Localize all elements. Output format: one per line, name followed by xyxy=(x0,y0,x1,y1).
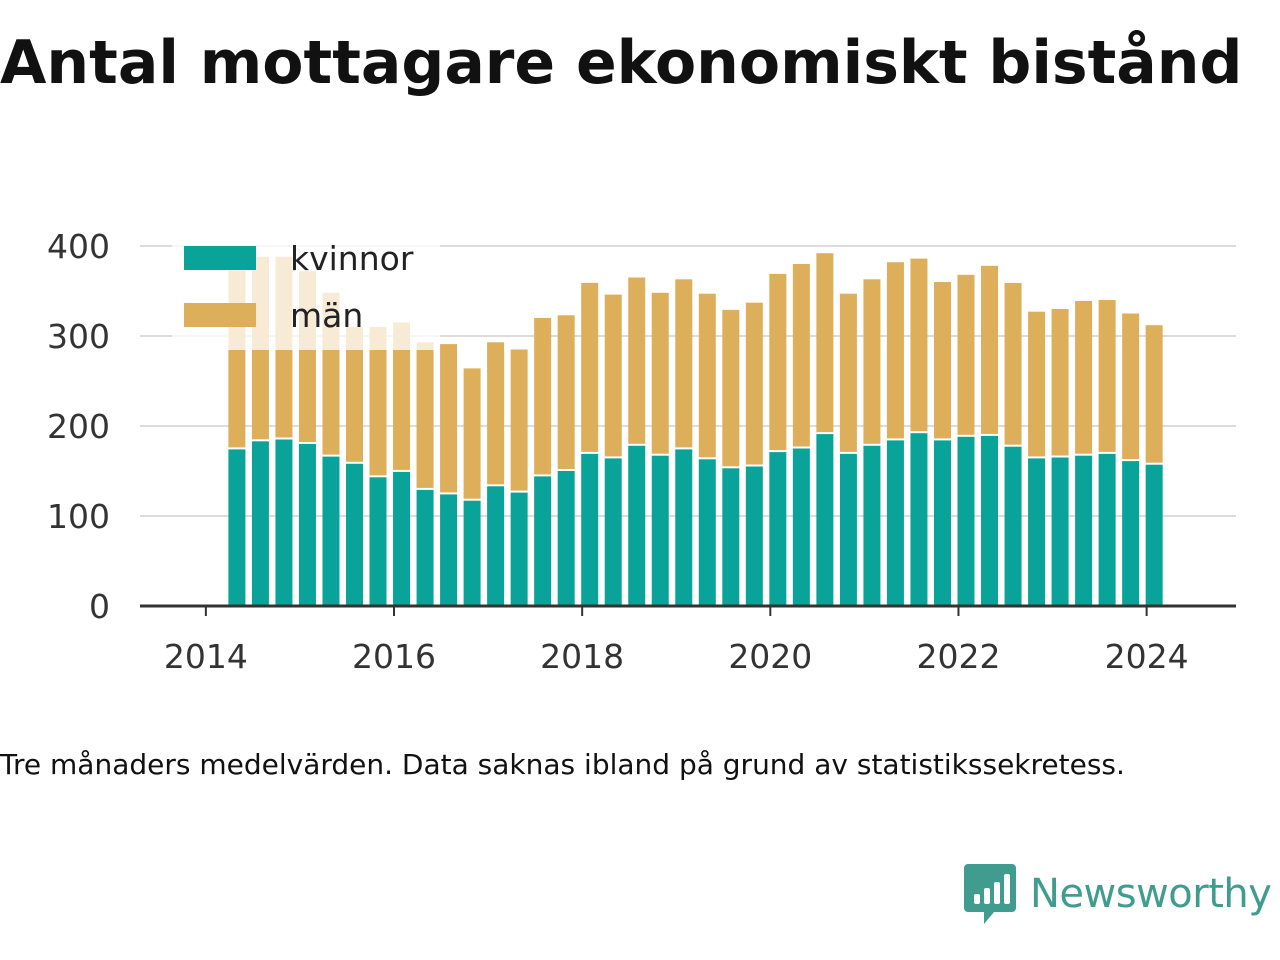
bar-man xyxy=(886,262,904,439)
bar-man xyxy=(1075,300,1093,454)
newsworthy-logo-icon xyxy=(964,864,1016,924)
bar-kvinnor xyxy=(275,439,293,606)
bar-kvinnor xyxy=(604,458,622,606)
bar-man xyxy=(557,315,575,469)
bar-man xyxy=(651,292,669,454)
bar-man xyxy=(416,342,434,488)
bar-man xyxy=(534,318,552,475)
bar-kvinnor xyxy=(722,468,740,606)
y-tick-label: 0 xyxy=(89,587,110,626)
x-tick-label: 2024 xyxy=(1105,637,1189,676)
bar-man xyxy=(981,265,999,434)
bar-kvinnor xyxy=(322,456,340,606)
legend-label: kvinnor xyxy=(290,239,414,278)
bar-man xyxy=(628,277,646,444)
bar-man xyxy=(581,282,599,452)
bar-kvinnor xyxy=(1028,458,1046,606)
bar-kvinnor xyxy=(1004,446,1022,606)
bar-kvinnor xyxy=(863,445,881,606)
bar-kvinnor xyxy=(675,449,693,606)
y-tick-label: 100 xyxy=(47,497,110,536)
legend-swatch xyxy=(184,303,256,327)
bar-man xyxy=(792,264,810,447)
bar-kvinnor xyxy=(345,463,363,606)
bar-man xyxy=(1145,325,1163,463)
bar-man xyxy=(769,273,787,451)
bar-kvinnor xyxy=(981,435,999,606)
bar-man xyxy=(510,349,528,491)
bar-kvinnor xyxy=(1075,455,1093,606)
x-tick-label: 2014 xyxy=(164,637,248,676)
y-tick-label: 200 xyxy=(47,407,110,446)
bar-man xyxy=(345,327,363,462)
bar-man xyxy=(393,322,411,470)
legend-swatch xyxy=(184,246,256,270)
x-tick-label: 2018 xyxy=(540,637,624,676)
bar-kvinnor xyxy=(745,466,763,606)
bar-man xyxy=(698,293,716,458)
bar-man xyxy=(675,279,693,448)
bar-kvinnor xyxy=(440,494,458,606)
bar-kvinnor xyxy=(769,452,787,606)
axes: 0 100 200 300 400 2014 2016 2018 2020 2022 2024 xyxy=(47,227,1236,676)
bar-kvinnor xyxy=(933,440,951,606)
x-tick-label: 2022 xyxy=(916,637,1000,676)
bar-chart: 0 100 200 300 400 2014 2016 2018 2020 2022 2024 kv… xyxy=(47,227,1236,676)
bar-kvinnor xyxy=(886,440,904,606)
bar-kvinnor xyxy=(628,445,646,606)
footnote: Tre månaders medelvärden. Data saknas ib… xyxy=(0,748,1125,781)
bar-kvinnor xyxy=(510,492,528,606)
bar-man xyxy=(1051,309,1069,456)
bar-kvinnor xyxy=(816,434,834,606)
bar-kvinnor xyxy=(298,444,316,606)
bar-man xyxy=(440,344,458,493)
bar-man xyxy=(604,294,622,457)
bar-kvinnor xyxy=(792,448,810,606)
bar-kvinnor xyxy=(581,453,599,606)
bar-kvinnor xyxy=(1051,457,1069,606)
bar-man xyxy=(722,309,740,467)
bar-man xyxy=(863,279,881,444)
bar-kvinnor xyxy=(651,455,669,606)
bar-man xyxy=(369,327,387,476)
brand-name: Newsworthy xyxy=(1030,871,1272,917)
bar-kvinnor xyxy=(228,449,246,606)
y-tick-label: 300 xyxy=(47,317,110,356)
bar-man xyxy=(910,258,928,432)
bar-kvinnor xyxy=(393,471,411,606)
chart-title: Antal mottagare ekonomiskt bistånd xyxy=(0,28,1243,98)
bar-man xyxy=(487,342,505,485)
bar-kvinnor xyxy=(487,486,505,606)
bar-man xyxy=(1004,282,1022,445)
bar-kvinnor xyxy=(910,433,928,606)
bar-kvinnor xyxy=(1098,453,1116,606)
bar-man xyxy=(816,253,834,433)
brand-logo: Newsworthy xyxy=(964,864,1272,924)
bar-man xyxy=(1122,313,1140,460)
bar-kvinnor xyxy=(463,500,481,606)
bar-man xyxy=(933,282,951,439)
bar-kvinnor xyxy=(698,459,716,606)
bar-man xyxy=(745,302,763,465)
bar-kvinnor xyxy=(839,453,857,606)
legend-label: män xyxy=(290,296,363,335)
y-tick-label: 400 xyxy=(47,227,110,266)
bar-kvinnor xyxy=(957,436,975,606)
bar-kvinnor xyxy=(369,477,387,606)
bar-kvinnor xyxy=(557,471,575,606)
bar-man xyxy=(957,274,975,435)
bar-man xyxy=(839,293,857,452)
bar-man xyxy=(1028,311,1046,457)
bar-kvinnor xyxy=(1122,461,1140,606)
x-tick-label: 2016 xyxy=(352,637,436,676)
legend: kvinnor män xyxy=(172,230,440,350)
bar-kvinnor xyxy=(534,476,552,606)
bar-man xyxy=(463,368,481,499)
bar-kvinnor xyxy=(251,441,269,606)
x-tick-label: 2020 xyxy=(728,637,812,676)
bar-man xyxy=(1098,300,1116,452)
bar-kvinnor xyxy=(1145,464,1163,606)
bar-kvinnor xyxy=(416,489,434,606)
